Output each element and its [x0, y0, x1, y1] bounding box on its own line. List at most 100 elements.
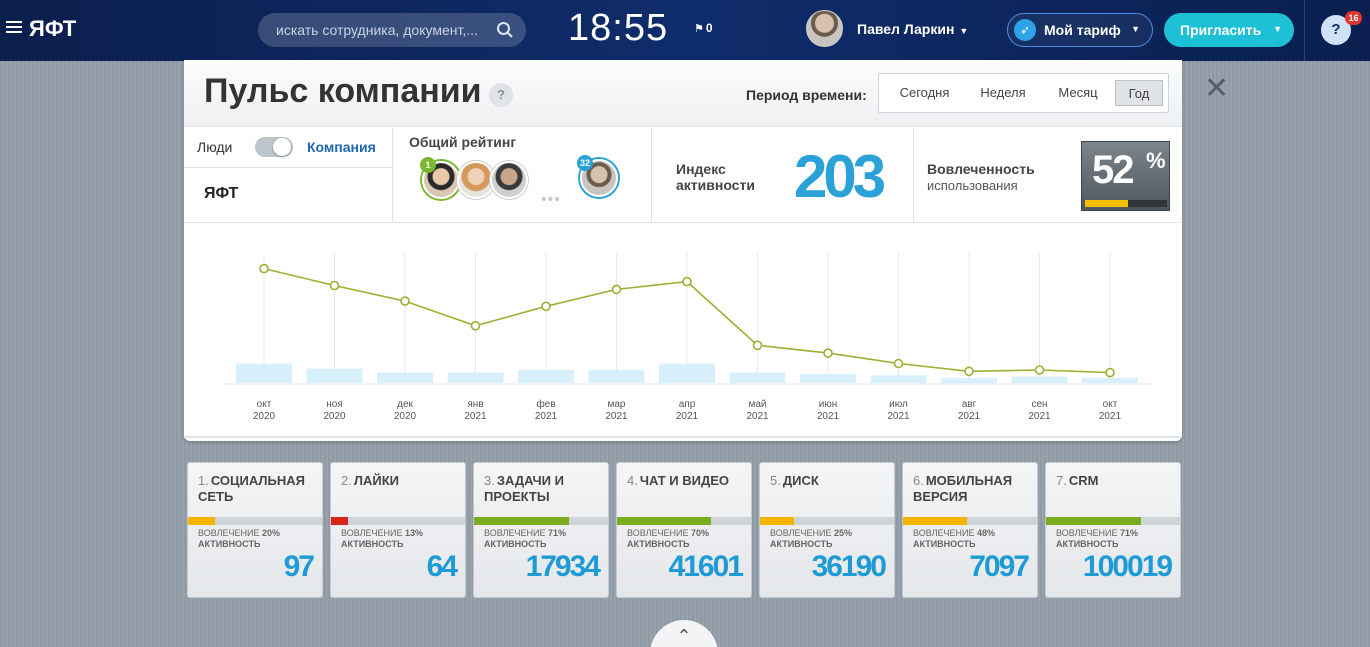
engagement-label: ВОВЛЕЧЕНИЕ	[627, 528, 689, 538]
user-menu[interactable]: Павел Ларкин ▼	[857, 21, 968, 37]
tool-title: ЗАДАЧИ И ПРОЕКТЫ	[484, 473, 564, 504]
tool-engagement-bar	[617, 517, 751, 525]
logo[interactable]: ЯФТ	[29, 16, 77, 41]
question-icon[interactable]: ?	[489, 83, 513, 107]
tool-activity-value: 97	[283, 550, 315, 583]
chevron-down-icon: ▼	[1131, 24, 1140, 34]
chart-tick-label-year: 2021	[746, 411, 769, 422]
activity-label: АКТИВНОСТЬ	[341, 539, 404, 549]
tool-engagement-bar-fill	[617, 517, 711, 525]
tool-name: 3. ЗАДАЧИ И ПРОЕКТЫ	[484, 473, 604, 505]
tool-title: ЧАТ И ВИДЕО	[639, 473, 730, 488]
chart-point	[893, 358, 904, 369]
chart-tick-label-year: 2021	[1028, 411, 1051, 422]
period-option-week[interactable]: Неделя	[980, 85, 1026, 100]
period-option-today[interactable]: Сегодня	[899, 85, 950, 100]
tariff-button[interactable]: ➶ Мой тариф ▼	[1007, 13, 1153, 47]
tool-name: 4. ЧАТ И ВИДЕО	[627, 473, 747, 489]
hamburger-menu-icon[interactable]	[6, 21, 22, 34]
period-option-month[interactable]: Месяц	[1058, 85, 1098, 100]
activity-label: АКТИВНОСТЬ	[627, 539, 690, 549]
rating-avatar-2[interactable]	[457, 161, 495, 199]
chart-bar	[236, 363, 292, 383]
chart-bar	[729, 372, 786, 383]
chevron-down-icon: ▼	[1273, 24, 1282, 34]
toggle-knob	[273, 138, 291, 156]
scope-toggle[interactable]	[255, 137, 293, 157]
period-selector: Сегодня Неделя Месяц Год	[878, 73, 1169, 113]
activity-label: АКТИВНОСТЬ	[770, 539, 833, 549]
search-input[interactable]	[276, 21, 486, 39]
tool-meta: ВОВЛЕЧЕНИЕ 48% АКТИВНОСТЬ	[913, 528, 995, 550]
tool-tile[interactable]: 5. ДИСК ВОВЛЕЧЕНИЕ 25% АКТИВНОСТЬ 36190	[759, 462, 895, 598]
tool-engagement-bar	[903, 517, 1037, 525]
chart-point	[1034, 365, 1045, 375]
chart-point	[682, 276, 692, 287]
engagement-percent-sign: %	[1146, 148, 1166, 173]
tariff-label: Мой тариф	[1044, 22, 1121, 38]
tool-tile[interactable]: 2. ЛАЙКИ ВОВЛЕЧЕНИЕ 13% АКТИВНОСТЬ 64	[330, 462, 466, 598]
flag-counter[interactable]: ⚑ 0	[694, 21, 713, 35]
tool-activity-value: 41601	[668, 550, 744, 583]
engagement-value: 20%	[262, 528, 281, 538]
tool-title: ДИСК	[782, 473, 819, 488]
tool-name: 7. CRM	[1056, 473, 1176, 489]
tool-tile[interactable]: 6. МОБИЛЬНАЯ ВЕРСИЯ ВОВЛЕЧЕНИЕ 48% АКТИВНОС…	[902, 462, 1038, 598]
page-title: Пульс компании	[204, 72, 482, 110]
rocket-icon: ➶	[1014, 19, 1036, 41]
activity-index-unit: к	[874, 177, 883, 196]
tool-number: 3.	[484, 473, 495, 488]
tool-meta: ВОВЛЕЧЕНИЕ 25% АКТИВНОСТЬ	[770, 528, 852, 550]
tool-tile[interactable]: 1. СОЦИАЛЬНАЯ СЕТЬ ВОВЛЕЧЕНИЕ 20% АКТИВНОСТ…	[187, 462, 323, 598]
user-avatar[interactable]	[806, 10, 843, 47]
tool-meta: ВОВЛЕЧЕНИЕ 71% АКТИВНОСТЬ	[484, 528, 566, 550]
clock: 18:55	[568, 7, 669, 49]
chart-bar	[377, 372, 433, 383]
engagement-value: 48%	[977, 528, 996, 538]
engagement-cell: Вовлеченность использования 52 %	[914, 127, 1182, 223]
toggle-company-label[interactable]: Компания	[307, 139, 376, 155]
activity-label: АКТИВНОСТЬ	[198, 539, 261, 549]
tool-engagement-bar-fill	[188, 517, 215, 525]
activity-index-cell: Индекс активности 203 к	[652, 127, 914, 223]
chart-bar	[588, 370, 645, 383]
chart-bar	[1082, 377, 1138, 383]
period-option-year[interactable]: Год	[1115, 80, 1163, 106]
tool-tile[interactable]: 3. ЗАДАЧИ И ПРОЕКТЫ ВОВЛЕЧЕНИЕ 71% АКТИВНОС…	[473, 462, 609, 598]
chart-point	[329, 280, 340, 291]
engagement-label: ВОВЛЕЧЕНИЕ	[913, 528, 975, 538]
chart-point	[964, 366, 974, 377]
tool-engagement-bar	[331, 517, 465, 525]
activity-label: АКТИВНОСТЬ	[484, 539, 547, 549]
tool-number: 5.	[770, 473, 781, 488]
scroll-up-button[interactable]: ⌃	[650, 620, 718, 647]
search-icon[interactable]	[496, 21, 514, 39]
chart-point	[611, 284, 622, 295]
chart-bar	[870, 375, 927, 383]
chart-tick-label-year: 2021	[605, 411, 628, 422]
tool-tile[interactable]: 7. CRM ВОВЛЕЧЕНИЕ 71% АКТИВНОСТЬ 100019	[1045, 462, 1181, 598]
invite-button[interactable]: Пригласить ▼	[1164, 13, 1294, 47]
activity-label: АКТИВНОСТЬ	[1056, 539, 1119, 549]
toggle-people-label[interactable]: Люди	[197, 139, 233, 155]
rating-cell: Общий рейтинг 1 ••• 32	[393, 127, 652, 223]
rating-avatar-3[interactable]	[490, 161, 528, 199]
chart-tick-label-month: дек	[397, 399, 413, 410]
user-name: Павел Ларкин	[857, 21, 955, 37]
chart-tick-label-month: ноя	[326, 399, 343, 410]
engagement-value: 13%	[405, 528, 424, 538]
tool-activity-value: 100019	[1082, 550, 1173, 583]
chart-point	[752, 340, 763, 351]
engagement-value: 52	[1092, 148, 1134, 192]
chart-tick-label-month: окт	[257, 399, 272, 410]
search-box[interactable]	[258, 13, 526, 47]
chart-point	[1105, 367, 1115, 378]
notifications-badge: 16	[1345, 11, 1362, 25]
chart-tick-label-month: авг	[962, 399, 977, 410]
tool-meta: ВОВЛЕЧЕНИЕ 20% АКТИВНОСТЬ	[198, 528, 280, 550]
chart-tick-label-year: 2020	[394, 411, 417, 422]
close-icon[interactable]: ✕	[1204, 72, 1230, 105]
company-pulse-panel: Пульс компании ? Период времени: Сегодня…	[184, 60, 1182, 441]
tool-tile[interactable]: 4. ЧАТ И ВИДЕО ВОВЛЕЧЕНИЕ 70% АКТИВНОСТЬ 416…	[616, 462, 752, 598]
tool-name: 6. МОБИЛЬНАЯ ВЕРСИЯ	[913, 473, 1033, 505]
